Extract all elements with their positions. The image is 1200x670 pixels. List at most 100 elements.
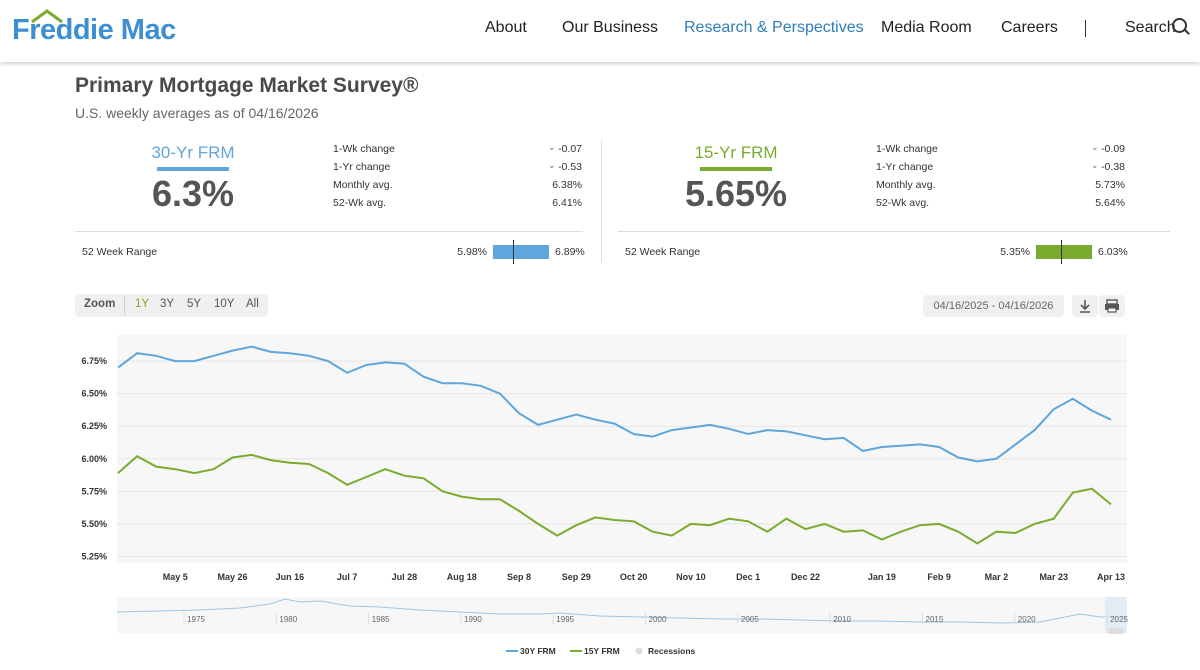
navigator-year: 1990 [464, 615, 482, 624]
chevron: ⌄ [1091, 160, 1099, 170]
x-tick-label: May 26 [218, 572, 248, 582]
rate-underline [700, 167, 772, 171]
navigator-year: 2020 [1018, 615, 1036, 624]
date-range[interactable]: 04/16/2025 - 04/16/2026 [923, 295, 1064, 317]
navigator-year: 1985 [372, 615, 390, 624]
nav-item[interactable]: Our Business [562, 19, 659, 36]
zoom-divider [124, 296, 125, 315]
x-tick-label: Dec 1 [736, 572, 760, 582]
x-tick-label: Oct 20 [620, 572, 648, 582]
stat-label: 1-Yr change [333, 161, 391, 173]
divider [601, 140, 602, 262]
stat-label: 1-Yr change [876, 161, 934, 173]
x-tick-label: Aug 18 [447, 572, 477, 582]
x-tick-label: Jul 7 [337, 572, 358, 582]
nav-item[interactable]: Search [1125, 19, 1176, 36]
range-marker [1060, 240, 1062, 264]
x-tick-label: Jan 19 [868, 572, 896, 582]
x-tick-label: Dec 22 [791, 572, 820, 582]
range-marker [512, 240, 514, 264]
navigator-line [116, 598, 1128, 624]
rate-value: 6.3% [151, 173, 235, 214]
page-subtitle: U.S. weekly averages as of 04/16/2026 [75, 105, 319, 121]
x-tick-label: Sep 8 [507, 572, 531, 582]
stat-value: 5.73% [1095, 179, 1125, 191]
y-tick-label: 5.25% [81, 551, 107, 561]
zoom-button[interactable]: 3Y [160, 298, 175, 310]
zoom-button[interactable]: 5Y [187, 298, 202, 310]
range-low: 5.98% [457, 246, 487, 258]
rate-name[interactable]: 15-Yr FRM [694, 143, 778, 162]
series-line [117, 453, 1112, 545]
stat-value: 6.41% [552, 197, 582, 209]
navigator-window[interactable] [1105, 597, 1127, 633]
navigator-background [117, 597, 1127, 633]
navigator-year: 2000 [649, 615, 667, 624]
range-label: 52 Week Range [625, 246, 701, 258]
stat-value: 5.64% [1095, 197, 1125, 209]
stat-label: 1-Wk change [876, 143, 938, 155]
navigator-year: 1995 [556, 615, 574, 624]
plot-background [117, 335, 1127, 563]
range-high: 6.89% [555, 246, 585, 258]
stat-label: 52-Wk avg. [876, 197, 930, 209]
y-tick-label: 6.25% [81, 421, 107, 431]
search-icon [1172, 18, 1187, 33]
download-button[interactable] [1072, 295, 1098, 317]
navigator-year: 1980 [279, 615, 297, 624]
print-button[interactable] [1099, 295, 1125, 317]
zoom-button[interactable]: 10Y [214, 298, 235, 310]
legend-label: 30Y FRM [520, 646, 556, 656]
separator [618, 231, 1170, 232]
range-bar [493, 245, 549, 259]
navigator-year: 2025 [1110, 615, 1128, 624]
y-tick-label: 5.50% [81, 519, 107, 529]
x-tick-label: Sep 29 [562, 572, 591, 582]
x-tick-label: Mar 2 [985, 572, 1009, 582]
rate-underline [157, 167, 229, 171]
nav-item[interactable]: Media Room [881, 19, 972, 36]
zoom-bar [75, 294, 268, 317]
navigator-handle[interactable] [1108, 628, 1124, 634]
rate-name[interactable]: 30-Yr FRM [151, 143, 235, 162]
nav-item[interactable]: Careers [1001, 19, 1058, 36]
range-low: 5.35% [1000, 246, 1030, 258]
series-line [117, 345, 1112, 463]
x-tick-label: May 5 [163, 572, 188, 582]
nav-item[interactable]: Research & Perspectives [684, 19, 864, 36]
range-high: 6.03% [1098, 246, 1128, 258]
separator [75, 231, 583, 232]
navigator-year: 2005 [741, 615, 759, 624]
x-tick-label: Feb 9 [927, 572, 951, 582]
x-tick-label: Jun 16 [276, 572, 305, 582]
header: Freddie Mac [0, 0, 1200, 62]
logo[interactable]: Freddie Mac [12, 14, 176, 46]
logo-roof [31, 9, 63, 24]
stat-label: Monthly avg. [333, 179, 393, 191]
chevron: ⌄ [548, 160, 556, 170]
rate-value: 5.65% [684, 173, 788, 214]
legend-label: 15Y FRM [584, 646, 620, 656]
stat-value: 6.38% [552, 179, 582, 191]
stat-value: -0.07 [558, 143, 582, 155]
range-bar [1036, 245, 1092, 259]
zoom-label: Zoom [84, 298, 116, 310]
stat-label: 1-Wk change [333, 143, 395, 155]
y-tick-label: 6.75% [81, 356, 107, 366]
y-tick-label: 6.00% [81, 454, 107, 464]
navigator-year: 2010 [833, 615, 851, 624]
x-tick-label: Nov 10 [676, 572, 706, 582]
navigator-year: 2015 [926, 615, 944, 624]
x-tick-label: Jul 28 [392, 572, 418, 582]
nav-item[interactable]: About [485, 19, 527, 36]
page-title: Primary Mortgage Market Survey® [75, 74, 419, 97]
y-tick-label: 6.50% [81, 389, 107, 399]
stat-label: 52-Wk avg. [333, 197, 387, 209]
zoom-button[interactable]: All [246, 298, 259, 310]
nav-separator [1085, 20, 1086, 37]
zoom-button[interactable]: 1Y [135, 298, 150, 310]
x-tick-label: Mar 23 [1039, 572, 1068, 582]
y-tick-label: 5.75% [81, 486, 107, 496]
